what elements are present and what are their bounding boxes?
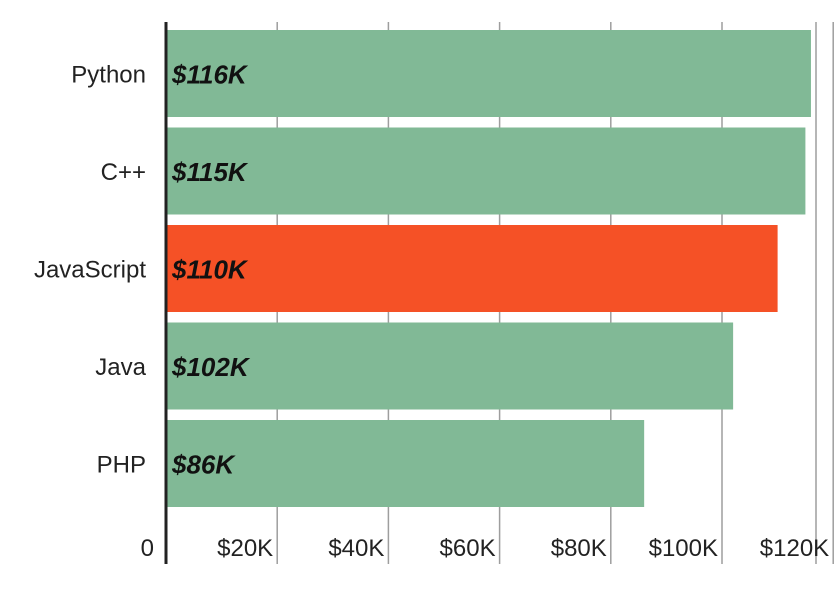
data-label: $116K [171,60,249,90]
bar-javascript [166,225,778,312]
category-label: JavaScript [34,257,146,284]
bar-c- [166,127,806,215]
x-tick-label: $20K [217,535,273,562]
category-label: C++ [101,159,146,186]
x-tick-label: 0 [141,535,154,562]
data-label: $110K [171,255,249,285]
x-tick-label: $120K [760,535,829,562]
bar-python [166,30,811,117]
x-tick-label: $60K [440,535,496,562]
bar-php [166,420,645,507]
bar-java [166,322,734,410]
x-tick-label: $80K [551,535,607,562]
x-tick-label: $100K [649,535,718,562]
x-tick-label: $40K [328,535,384,562]
data-label: $86K [171,450,236,480]
category-label: PHP [97,452,146,479]
category-label: Python [71,62,146,89]
data-label: $102K [171,352,251,382]
category-label: Java [95,354,146,381]
data-label: $115K [171,157,249,187]
